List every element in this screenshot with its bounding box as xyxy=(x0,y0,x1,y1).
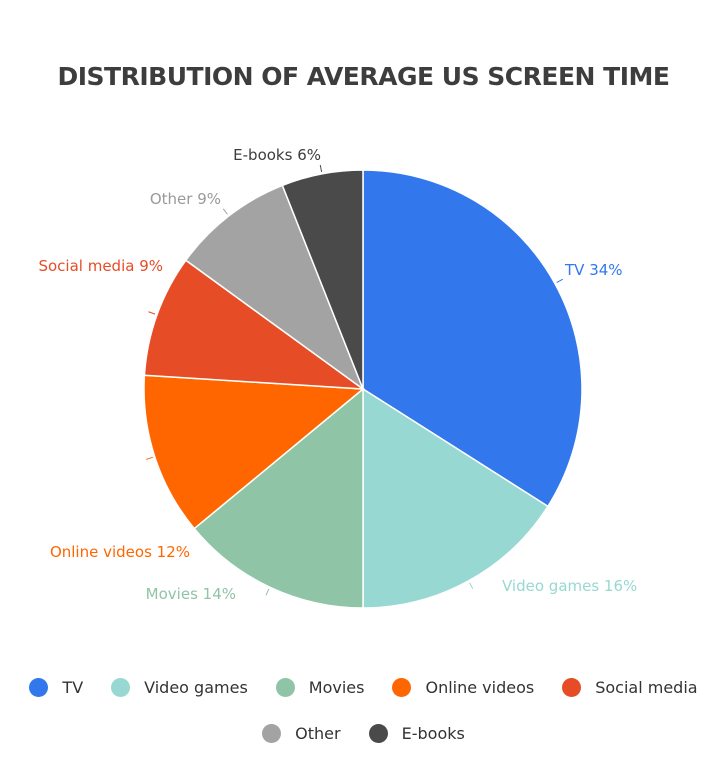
legend-swatch-social-media xyxy=(562,678,582,697)
legend-swatch-online-videos xyxy=(392,678,412,697)
leader-line-movies xyxy=(265,588,270,596)
pie-slice-tv xyxy=(362,169,583,508)
pie-slice-video-games xyxy=(362,387,549,609)
legend-label-online-videos: Online videos xyxy=(425,678,535,697)
legend-label-tv: TV xyxy=(62,678,84,697)
slice-label-movies: Movies 14% xyxy=(146,585,236,603)
legend-item-online-videos: Online videos xyxy=(392,678,534,697)
legend-label-other: Other xyxy=(295,724,341,743)
leader-line-video-games xyxy=(469,582,474,590)
legend-swatch-e-books xyxy=(368,724,388,743)
pie-slice-social-media xyxy=(143,259,366,390)
slice-label-tv: TV 34% xyxy=(564,261,623,279)
leader-line-social-media xyxy=(148,311,156,315)
legend-row-2: Other E-books xyxy=(0,724,727,743)
legend-swatch-tv xyxy=(29,678,49,697)
slice-label-video-games: Video games 16% xyxy=(502,577,637,595)
legend-label-video-games: Video games xyxy=(144,678,248,697)
legend-swatch-video-games xyxy=(111,678,131,697)
legend-swatch-movies xyxy=(275,678,295,697)
pie-slice-e-books xyxy=(281,169,364,390)
pie-chart: TV 34% Video games 16% Movies 14% Online vi… xyxy=(38,146,637,609)
legend-label-movies: Movies xyxy=(308,678,365,697)
slice-label-e-books: E-books 6% xyxy=(233,146,321,164)
pie-slice-movies xyxy=(193,387,364,609)
legend-item-other: Other xyxy=(262,724,341,743)
leader-line-other xyxy=(222,208,228,215)
legend-label-social-media: Social media xyxy=(595,678,698,697)
legend-item-social-media: Social media xyxy=(562,678,698,697)
legend-row-1: TV Video games Movies Online videos Social m… xyxy=(0,678,727,697)
chart-title: DISTRIBUTION OF AVERAGE US SCREEN TIME xyxy=(57,62,670,91)
slice-label-online-videos: Online videos 12% xyxy=(50,543,190,561)
legend-item-tv: TV xyxy=(29,678,83,697)
legend-item-e-books: E-books xyxy=(368,724,465,743)
legend-item-video-games: Video games xyxy=(111,678,248,697)
pie-slice-other xyxy=(184,184,365,392)
leader-line-e-books xyxy=(319,164,323,173)
leader-line-tv xyxy=(556,278,564,283)
legend-swatch-other xyxy=(262,724,282,743)
slice-label-other: Other 9% xyxy=(150,190,221,208)
pie-slice-online-videos xyxy=(143,374,365,530)
legend-label-e-books: E-books xyxy=(401,724,465,743)
slice-label-social-media: Social media 9% xyxy=(38,257,163,275)
legend-item-movies: Movies xyxy=(275,678,365,697)
leader-line-online-videos xyxy=(146,456,153,460)
